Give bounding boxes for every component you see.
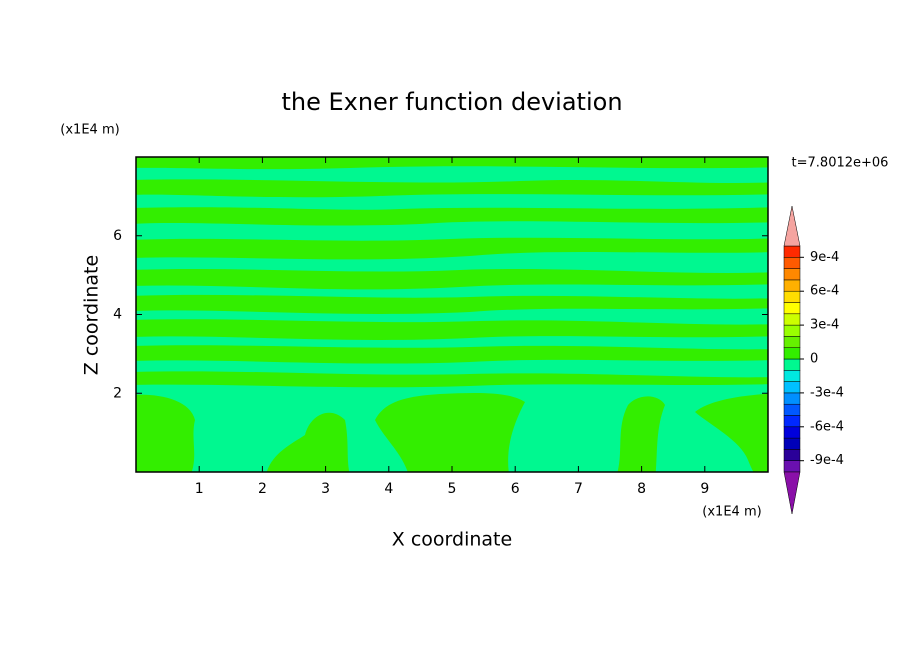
x-axis-title: X coordinate <box>392 529 512 551</box>
contour-region <box>136 394 195 472</box>
contour-region <box>136 345 768 364</box>
colorbar-tick-label: -3e-4 <box>810 385 844 400</box>
x-tick-label: 6 <box>511 481 520 497</box>
contour-region <box>266 412 350 472</box>
colorbar-band <box>783 268 801 281</box>
x-tick-label: 1 <box>195 481 204 497</box>
colorbar-extend-low <box>783 471 801 515</box>
colorbar-band <box>783 336 801 348</box>
colorbar-tick-label: -9e-4 <box>810 453 844 468</box>
colorbar-extend-high <box>783 205 801 247</box>
y-tick-label: 2 <box>113 385 122 401</box>
colorbar-band <box>783 302 801 315</box>
colorbar-band <box>783 415 801 428</box>
colorbar-band <box>783 449 801 461</box>
y-tick-label: 4 <box>113 307 122 323</box>
contour-field <box>136 157 768 472</box>
y-tick-label: 6 <box>113 228 122 244</box>
contour-region <box>136 237 768 260</box>
x-unit: (x1E4 m) <box>702 505 761 520</box>
contour-region <box>136 157 768 170</box>
contour-region <box>695 393 768 472</box>
contour-region <box>375 392 525 472</box>
x-tick-label: 8 <box>637 481 646 497</box>
colorbar-tick-label: 3e-4 <box>810 318 839 333</box>
x-tick-label: 3 <box>321 481 330 497</box>
colorbar-band <box>783 426 801 439</box>
colorbar-band <box>783 313 801 326</box>
x-tick-label: 7 <box>574 481 583 497</box>
colorbar-band <box>783 279 801 292</box>
colorbar-band <box>783 245 801 258</box>
colorbar-band <box>783 460 801 473</box>
contour-region <box>136 294 768 314</box>
colorbar-band <box>783 403 801 416</box>
contour-region <box>136 179 768 198</box>
x-tick-label: 9 <box>700 481 709 497</box>
colorbar-tick-label: 6e-4 <box>810 284 839 299</box>
colorbar-band <box>783 437 801 450</box>
colorbar-band <box>783 381 801 394</box>
colorbar-band <box>783 370 801 382</box>
colorbar-tick-label: 0 <box>810 352 818 367</box>
chart-title: the Exner function deviation <box>281 88 622 116</box>
colorbar-band <box>783 324 801 337</box>
x-tick-label: 4 <box>384 481 393 497</box>
colorbar-band <box>783 347 801 360</box>
contour-region <box>136 207 768 226</box>
colorbar-band <box>783 392 801 405</box>
y-unit: (x1E4 m) <box>60 123 119 138</box>
contour-region <box>136 268 768 290</box>
x-tick-label: 2 <box>258 481 267 497</box>
colorbar-tick-label: 9e-4 <box>810 250 839 265</box>
colorbar-band <box>783 257 801 269</box>
x-tick-label: 5 <box>448 481 457 497</box>
contour-region <box>136 371 768 388</box>
time-annotation: t=7.8012e+06 <box>792 156 889 171</box>
y-axis-title: Z coordinate <box>81 255 103 375</box>
colorbar-band <box>783 290 801 303</box>
colorbar-band <box>783 358 801 371</box>
contour-region <box>617 396 665 472</box>
colorbar-tick-label: -6e-4 <box>810 419 844 434</box>
contour-region <box>136 319 768 340</box>
